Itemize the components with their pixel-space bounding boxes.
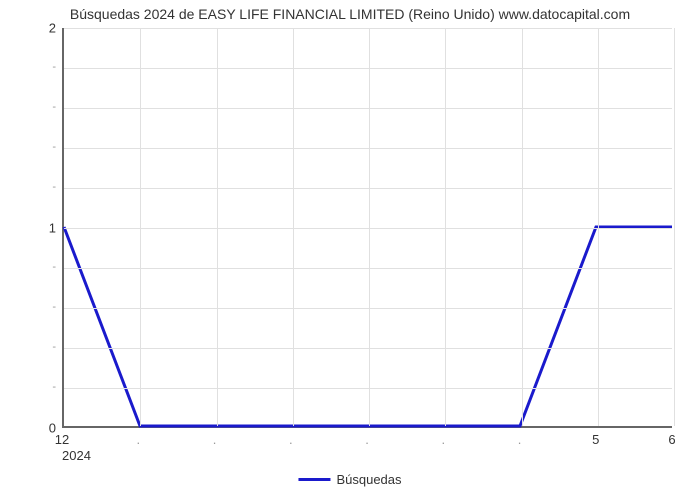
grid-line-vertical — [369, 28, 370, 426]
grid-line-vertical — [140, 28, 141, 426]
line-chart-svg — [64, 28, 672, 426]
grid-line-vertical — [445, 28, 446, 426]
x-axis-minor-tick: . — [441, 432, 445, 447]
y-axis-minor-tick: - — [52, 301, 56, 313]
y-axis-minor-tick: - — [52, 101, 56, 113]
y-axis-minor-tick: - — [52, 141, 56, 153]
grid-line-horizontal-minor — [64, 188, 672, 189]
y-axis-minor-tick: - — [52, 261, 56, 273]
y-axis-label: 2 — [49, 21, 56, 36]
x-axis-label: 12 — [55, 432, 69, 447]
legend-line-swatch — [298, 478, 330, 481]
data-line — [64, 227, 672, 426]
grid-line-vertical — [293, 28, 294, 426]
chart-title: Búsquedas 2024 de EASY LIFE FINANCIAL LI… — [70, 6, 630, 22]
grid-line-horizontal — [64, 228, 672, 229]
chart-legend: Búsquedas — [298, 472, 401, 487]
grid-line-vertical — [674, 28, 675, 426]
x-axis-label: 5 — [592, 432, 599, 447]
grid-line-horizontal — [64, 28, 672, 29]
grid-line-horizontal-minor — [64, 388, 672, 389]
x-axis-minor-tick: . — [213, 432, 217, 447]
y-axis-minor-tick: - — [52, 341, 56, 353]
grid-line-horizontal-minor — [64, 148, 672, 149]
chart-container: Búsquedas 2024 de EASY LIFE FINANCIAL LI… — [0, 0, 700, 500]
legend-label: Búsquedas — [336, 472, 401, 487]
grid-line-vertical — [217, 28, 218, 426]
x-axis-minor-tick: . — [518, 432, 522, 447]
grid-line-horizontal-minor — [64, 68, 672, 69]
x-axis-minor-tick: . — [136, 432, 140, 447]
x-axis-minor-tick: . — [289, 432, 293, 447]
y-axis-label: 1 — [49, 221, 56, 236]
grid-line-horizontal-minor — [64, 108, 672, 109]
x-axis-sub-label: 2024 — [62, 448, 91, 463]
x-axis-minor-tick: . — [365, 432, 369, 447]
grid-line-horizontal-minor — [64, 268, 672, 269]
y-axis-minor-tick: - — [52, 381, 56, 393]
grid-line-horizontal-minor — [64, 308, 672, 309]
grid-line-horizontal-minor — [64, 348, 672, 349]
y-axis-minor-tick: - — [52, 181, 56, 193]
grid-line-vertical — [598, 28, 599, 426]
y-axis-minor-tick: - — [52, 61, 56, 73]
x-axis-label: 6 — [668, 432, 675, 447]
grid-line-vertical — [522, 28, 523, 426]
plot-area — [62, 28, 672, 428]
